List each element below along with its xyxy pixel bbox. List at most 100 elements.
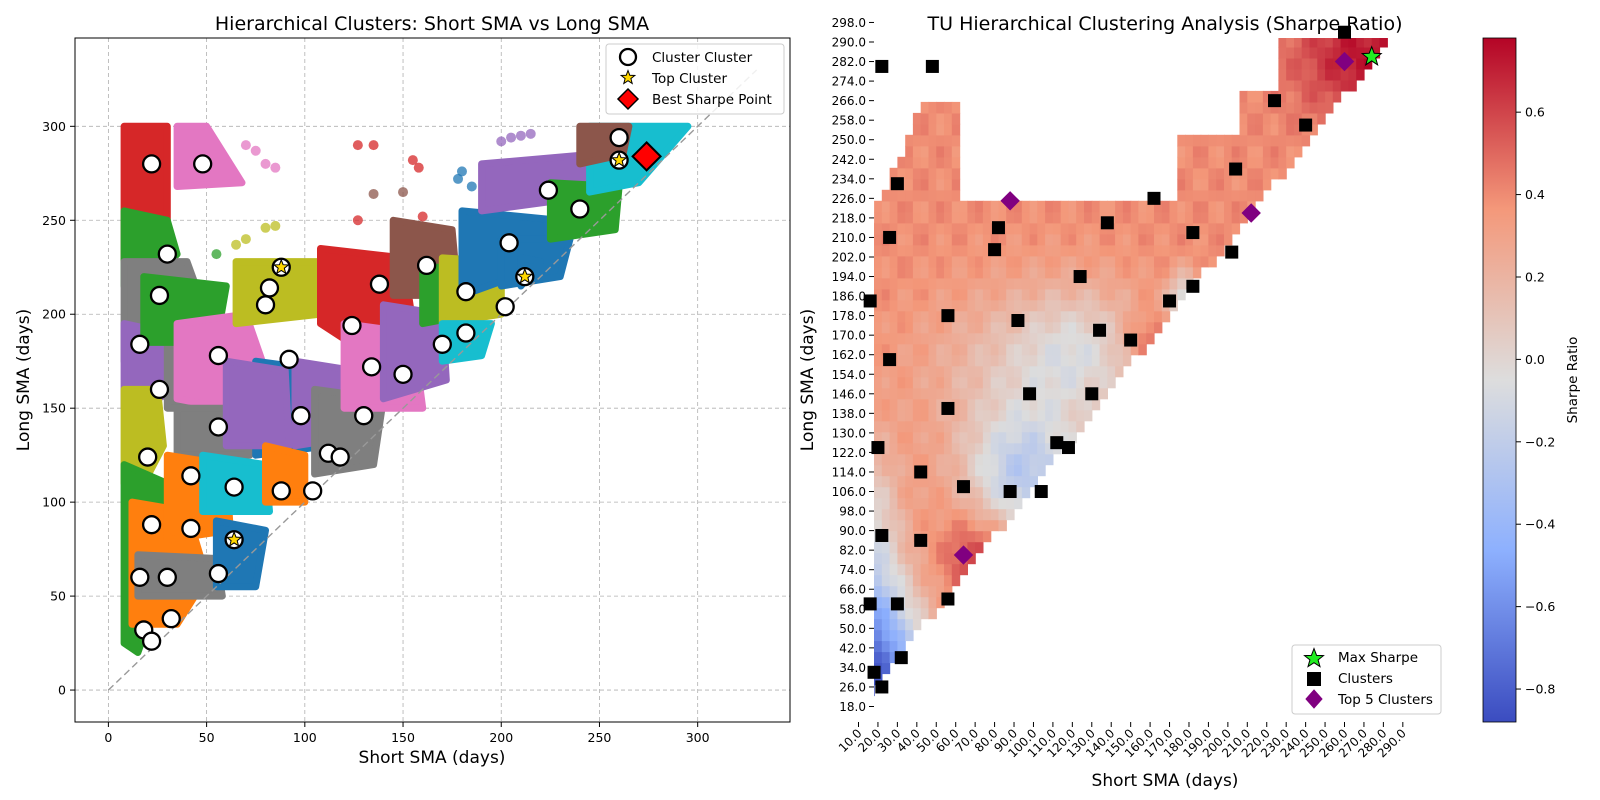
heatmap-cell [1154,200,1163,213]
heatmap-cell [1161,200,1171,213]
heatmap-cell [1255,123,1264,136]
cluster-center-marker [141,631,162,651]
heatmap-cell [1099,200,1108,213]
left-diagonal-line [107,69,758,691]
heatmap-cell [959,365,968,378]
heatmap-cell [1247,134,1256,147]
heatmap-cell [928,244,937,257]
heatmap-cell [1029,464,1038,477]
heatmap-cell [1247,123,1256,136]
heatmap-cell [951,211,961,224]
cluster-square-marker [1225,245,1239,259]
heatmap-cell [905,464,914,477]
heatmap-cell [1138,277,1147,290]
heatmap-cell [928,486,937,499]
scatter-point [456,166,467,177]
heatmap-cell [1091,299,1101,312]
heatmap-cell [897,189,906,202]
heatmap-cell [1045,431,1054,444]
heatmap-cell [1115,354,1124,367]
heatmap-cell [1006,453,1015,466]
heatmap-cell [912,563,922,576]
heatmap-cell [1208,255,1217,268]
heatmap-cell [1037,200,1046,213]
heatmap-cell [1068,299,1077,312]
heatmap-cell [1052,200,1062,213]
heatmap-cell [998,486,1007,499]
heatmap-cell [897,354,906,367]
heatmap-cell [1037,222,1046,235]
heatmap-cell [920,574,930,587]
left-x-axis-label: Short SMA (days) [359,748,506,768]
heatmap-cell [1091,354,1101,367]
heatmap-cell [1177,288,1186,301]
heatmap-cell [944,211,953,224]
heatmap-cell [874,497,875,510]
heatmap-cell [920,233,930,246]
heatmap-cell [1099,266,1108,279]
heatmap-cell [1262,112,1272,125]
heatmap-cell [905,277,914,290]
heatmap-cell [889,222,898,235]
heatmap-cell [959,244,968,257]
heatmap-cell [874,409,875,422]
heatmap-cell [897,299,906,312]
heatmap-cell [897,387,906,400]
heatmap-cell [874,651,875,664]
heatmap-cell [1076,409,1085,422]
heatmap-cell [874,508,883,521]
heatmap-cell [951,497,961,510]
heatmap-cell [1084,354,1093,367]
heatmap-cell [959,222,968,235]
heatmap-cell [1146,277,1155,290]
heatmap-cell [881,277,891,290]
heatmap-cell [1029,255,1038,268]
heatmap-cell [1084,299,1093,312]
heatmap-cell [1014,387,1023,400]
heatmap-cell [897,519,906,532]
heatmap-cell [1084,222,1093,235]
heatmap-cell [967,486,976,499]
heatmap-cell [1146,332,1155,345]
heatmap-cell [1301,38,1311,48]
heatmap-cell [1286,38,1295,48]
heatmap-cell [1014,409,1023,422]
heatmap-cell [967,365,976,378]
heatmap-cell [912,134,922,147]
heatmap-cell [912,112,922,125]
heatmap-cell [1161,244,1171,257]
scatter-point [453,173,464,184]
heatmap-cell [889,398,898,411]
heatmap-cell [1301,101,1311,114]
heatmap-cell [1286,123,1295,136]
heatmap-cell [1161,211,1171,224]
cluster-square-marker [1034,485,1048,499]
heatmap-cell [1224,167,1233,180]
heatmap-cell [982,244,992,257]
heatmap-cell [1255,145,1264,158]
heatmap-cell [1317,46,1326,59]
heatmap-cell [1006,222,1015,235]
heatmap-cell [928,354,937,367]
heatmap-cell [889,497,898,510]
heatmap-cell [1216,222,1225,235]
heatmap-cell [897,431,906,444]
heatmap-cell [1006,497,1015,510]
heatmap-cell [881,365,891,378]
heatmap-cell [912,508,922,521]
scatter-point [240,140,251,151]
cluster-square-marker [941,401,955,415]
legend-top5-diamond-icon [1305,689,1323,709]
heatmap-cell [944,167,953,180]
heatmap-cell [1052,321,1062,334]
colorbar-tick-label: −0.2 [1525,434,1555,449]
heatmap-cell [889,277,898,290]
heatmap-cell [967,398,976,411]
cluster-square-marker [1085,387,1099,401]
heatmap-cell [1052,310,1062,323]
heatmap-cell [944,145,953,158]
heatmap-cell [1037,442,1046,455]
heatmap-cell [936,475,945,488]
heatmap-cell [920,596,930,609]
